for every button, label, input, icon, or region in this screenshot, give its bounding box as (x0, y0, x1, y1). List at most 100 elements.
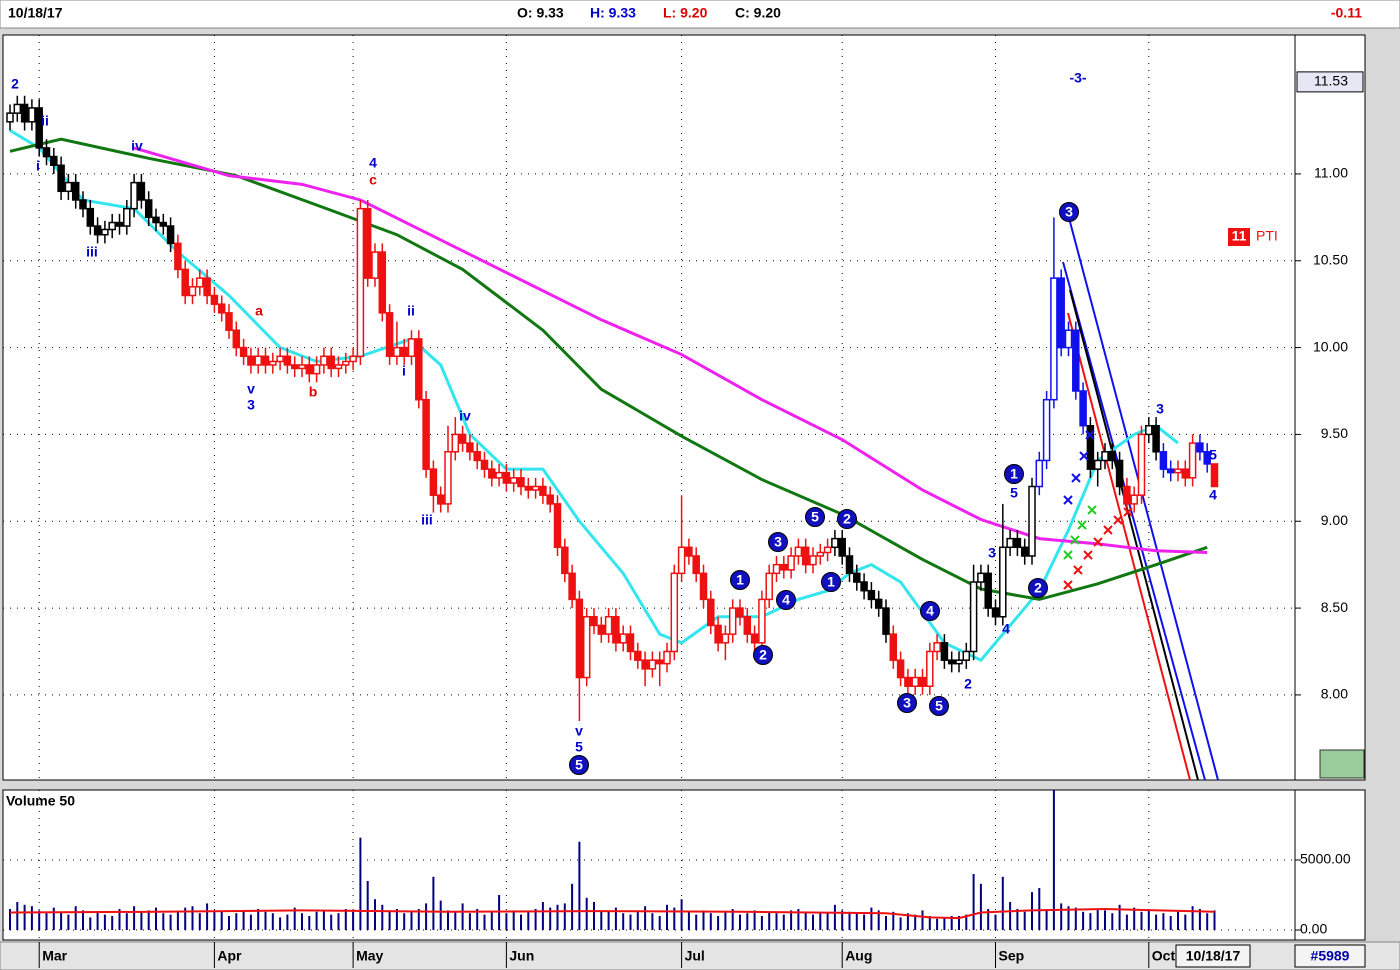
candle-body (217, 303, 226, 314)
y-tick-label: 10.50 (1313, 251, 1348, 267)
candle-body (436, 494, 445, 505)
candle-body (239, 346, 248, 358)
wave-label: 4 (782, 592, 790, 608)
wave-label: c (369, 172, 377, 188)
candle-body (327, 355, 335, 370)
candle-body (882, 607, 890, 635)
candle-body (363, 207, 372, 279)
candle-body (845, 555, 854, 575)
candle-body (546, 494, 554, 505)
wave-circle (1004, 464, 1024, 484)
wave-label: i (36, 158, 40, 174)
candle-body (342, 360, 350, 366)
candle-body (517, 477, 525, 488)
candle-body (707, 598, 715, 627)
wave-label: ii (41, 113, 49, 129)
candle-body (831, 537, 839, 549)
candle-body (750, 633, 759, 644)
ticker-badge: 11 (1232, 228, 1247, 244)
volume-average (9, 907, 1215, 920)
candle-body (166, 225, 175, 245)
candle-body (911, 676, 919, 687)
candle-body (1064, 329, 1073, 349)
candle-body (502, 471, 511, 484)
price-marker-box (1296, 71, 1364, 93)
candle-body (356, 207, 365, 358)
wave-label: i (402, 363, 406, 379)
candle-body (283, 355, 292, 366)
candle-body (1196, 442, 1204, 453)
candle-body (35, 107, 43, 149)
candle-body (816, 551, 825, 557)
candle-body (561, 546, 569, 575)
candle-body (458, 433, 467, 444)
candle-body (371, 251, 379, 279)
candle-body (692, 555, 700, 575)
candle-body (444, 451, 452, 505)
wave-label: iv (459, 408, 471, 424)
candle-body (685, 546, 693, 557)
candle-body (780, 563, 788, 571)
candle-body (1050, 277, 1058, 401)
x-marker (1123, 507, 1133, 517)
candle-body (93, 225, 102, 236)
candle-body (962, 650, 971, 661)
x-marker (1063, 580, 1073, 590)
candle-body (1181, 468, 1190, 479)
wave-label: 3 (988, 545, 996, 561)
candle-body (1020, 546, 1029, 557)
candle-body (670, 572, 679, 653)
candle-body (1145, 424, 1153, 436)
candle-body (1028, 485, 1036, 557)
footer-id-box (1294, 944, 1366, 968)
candle-body (509, 477, 518, 484)
x-tick-label: Sep (999, 948, 1025, 964)
candle-body (86, 207, 95, 227)
candle-body (210, 294, 219, 305)
candle-body (539, 485, 547, 496)
wave-circle (569, 755, 589, 775)
x-marker (1113, 515, 1123, 525)
header-close: C: 9.20 (735, 5, 781, 21)
x-marker (1063, 550, 1073, 560)
candle-body (955, 659, 963, 665)
candle-body (79, 199, 87, 210)
candle-body (889, 633, 898, 661)
candle-body (20, 103, 29, 123)
wave-label: 2 (759, 647, 767, 663)
header-bar (0, 0, 1400, 29)
candle-body (159, 221, 168, 227)
wave-label: 5 (935, 698, 943, 714)
wave-label: 2 (1034, 580, 1042, 596)
wave-label: 3 (1156, 401, 1164, 417)
candle-body (772, 563, 781, 575)
candle-body (232, 329, 241, 349)
candle-body (531, 485, 540, 491)
candle-body (1159, 451, 1168, 470)
candle-body (896, 659, 905, 679)
candle-body (794, 546, 803, 557)
header-change: -0.11 (1331, 5, 1362, 21)
x-marker (1093, 537, 1103, 547)
candle-body (290, 364, 299, 370)
candle-body (1042, 398, 1051, 462)
candle-body (480, 459, 489, 470)
candle-body (758, 598, 766, 644)
candle-body (473, 451, 481, 462)
x-marker (1077, 520, 1087, 530)
candle-body (524, 485, 533, 491)
candle-body (123, 207, 131, 227)
wave-label: 1 (1010, 466, 1018, 482)
candle-body (1123, 485, 1131, 505)
candle-body (1072, 329, 1080, 392)
moving-average (133, 146, 1208, 555)
candle-body (999, 546, 1007, 618)
candle-body (918, 676, 927, 687)
candle-body (1166, 468, 1175, 474)
wave-circle (897, 693, 917, 713)
candle-body (130, 181, 138, 210)
candle-body (860, 581, 868, 592)
candle-body (305, 364, 314, 375)
wave-circle (768, 532, 788, 552)
wave-label: 5 (1209, 447, 1217, 463)
